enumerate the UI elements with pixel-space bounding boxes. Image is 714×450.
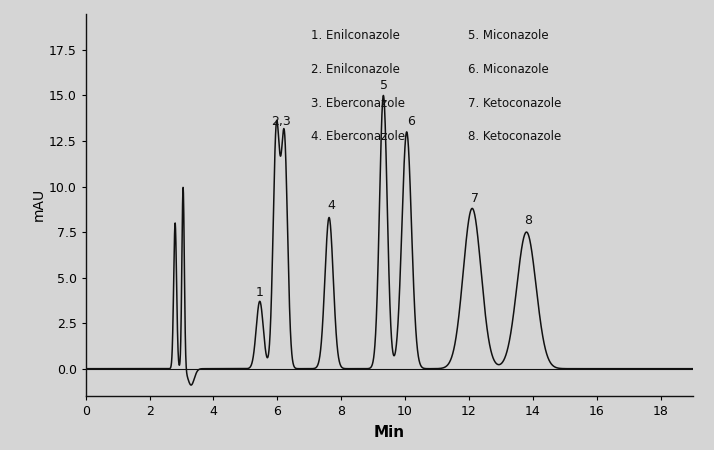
Y-axis label: mAU: mAU bbox=[32, 188, 46, 221]
Text: 8: 8 bbox=[524, 214, 532, 227]
Text: 4: 4 bbox=[328, 199, 336, 212]
X-axis label: Min: Min bbox=[373, 425, 405, 440]
Text: 7: 7 bbox=[471, 192, 479, 205]
Text: 6. Miconazole: 6. Miconazole bbox=[468, 63, 548, 76]
Text: 1. Enilconazole: 1. Enilconazole bbox=[311, 29, 399, 42]
Text: 6: 6 bbox=[408, 115, 416, 128]
Text: 4. Eberconazole: 4. Eberconazole bbox=[311, 130, 405, 144]
Text: 7. Ketoconazole: 7. Ketoconazole bbox=[468, 97, 561, 110]
Text: 2,3: 2,3 bbox=[271, 115, 291, 128]
Text: 5: 5 bbox=[381, 79, 388, 92]
Text: 5. Miconazole: 5. Miconazole bbox=[468, 29, 548, 42]
Text: 2. Enilconazole: 2. Enilconazole bbox=[311, 63, 399, 76]
Text: 8. Ketoconazole: 8. Ketoconazole bbox=[468, 130, 561, 144]
Text: 1: 1 bbox=[256, 286, 263, 298]
Text: 3. Eberconazole: 3. Eberconazole bbox=[311, 97, 405, 110]
